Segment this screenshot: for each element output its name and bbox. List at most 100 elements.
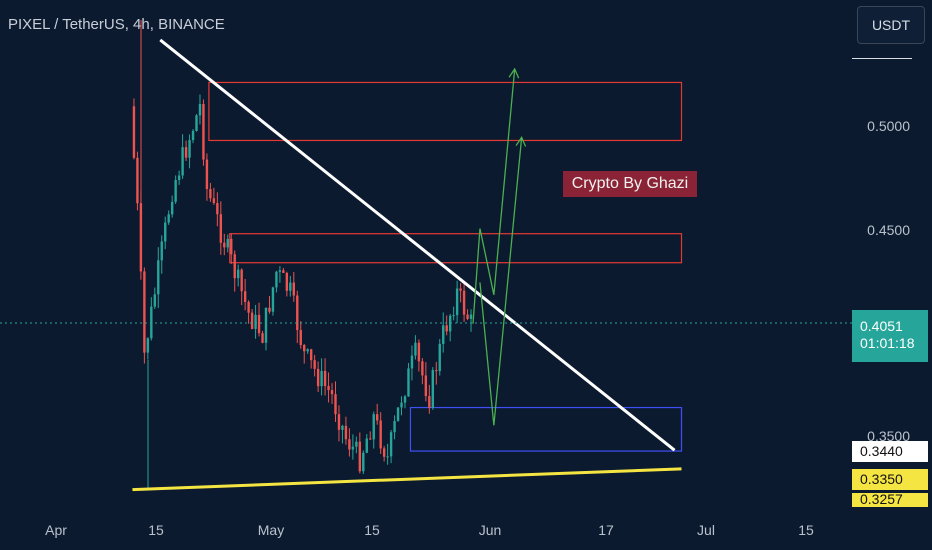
x-tick: 17	[598, 522, 614, 538]
candle-body	[243, 291, 247, 302]
x-tick: Jun	[478, 522, 502, 538]
candle-body	[323, 370, 327, 386]
candle-body	[358, 441, 362, 472]
candle-body	[341, 425, 344, 430]
candle-body	[421, 361, 424, 376]
candle-body	[316, 368, 320, 387]
candle-body	[452, 315, 455, 317]
candle-body	[195, 115, 198, 131]
candle-body	[139, 203, 143, 272]
candle-body	[382, 448, 386, 457]
candle-body	[296, 295, 299, 331]
x-tick: 15	[798, 522, 814, 538]
candle-body	[362, 452, 365, 472]
x-tick: May	[257, 522, 285, 538]
candle-body	[334, 394, 337, 415]
candle-body	[257, 314, 261, 334]
candle-body	[198, 103, 202, 116]
candle-body	[327, 385, 330, 391]
candle-body	[410, 355, 414, 369]
candle-body	[414, 342, 417, 356]
candle-body	[462, 290, 466, 315]
candle-body	[219, 214, 223, 243]
price-label-yellow-2: 0.3257	[852, 493, 928, 507]
candle-body	[205, 159, 209, 190]
price-label-white: 0.3440	[852, 441, 928, 462]
candle-body	[278, 270, 282, 272]
candle-body	[271, 287, 275, 312]
countdown-label: 01:01:18	[860, 335, 915, 351]
candle-body	[386, 456, 389, 458]
projection-arrowhead	[508, 67, 520, 79]
candle-body	[330, 390, 334, 395]
candle-body	[442, 325, 445, 344]
candle-body	[188, 140, 191, 158]
candle-body	[466, 314, 469, 319]
candle-body	[431, 370, 434, 408]
candle-body	[164, 222, 167, 242]
projection-path	[479, 137, 523, 426]
candle-body	[240, 269, 243, 292]
zones	[208, 81, 683, 452]
candle-body	[365, 438, 368, 453]
candle-body	[212, 198, 216, 204]
candle-body	[247, 301, 250, 313]
candle-body	[184, 147, 188, 158]
watermark-label: Crypto By Ghazi	[563, 171, 697, 197]
projection-path	[472, 68, 516, 324]
descending-trendline	[159, 38, 676, 452]
candle-body	[216, 203, 219, 215]
candle-body	[226, 238, 229, 248]
x-tick: Apr	[45, 522, 67, 538]
currency-underline	[852, 58, 912, 59]
candle-body	[250, 312, 254, 329]
candle-body	[157, 260, 160, 295]
y-tick: 0.5000	[867, 118, 910, 134]
x-tick: 15	[148, 522, 164, 538]
candle-body	[313, 360, 316, 369]
currency-button[interactable]: USDT	[857, 6, 925, 44]
candle-body	[292, 282, 295, 296]
candle-body	[309, 349, 313, 361]
candle-body	[400, 402, 403, 408]
y-tick: 0.3500	[867, 428, 910, 444]
resistance-zone	[229, 233, 683, 264]
candles	[132, 20, 473, 488]
candle-body	[174, 180, 177, 202]
candle-body	[282, 270, 285, 273]
x-tick: Jul	[697, 522, 715, 538]
candle-body	[146, 338, 150, 353]
y-tick: 0.4500	[867, 222, 910, 238]
candle-body	[170, 201, 174, 215]
candle-body	[181, 147, 184, 176]
candle-body	[209, 189, 212, 199]
candle-body	[369, 438, 372, 440]
candle-body	[167, 214, 170, 223]
projection-arrowhead	[515, 136, 527, 147]
candle-body	[275, 271, 278, 288]
candle-body	[393, 420, 396, 433]
candle-body	[223, 242, 226, 248]
candle-body	[417, 342, 421, 362]
current-price-box: 0.4051 01:01:18	[852, 310, 928, 362]
support-zone	[409, 406, 683, 452]
candle-body	[230, 238, 233, 255]
candle-body	[191, 130, 195, 141]
candle-body	[379, 420, 382, 449]
candle-body	[306, 349, 309, 352]
candle-body	[403, 396, 407, 403]
candle-body	[303, 345, 306, 352]
candle-body	[160, 241, 163, 261]
candle-body	[348, 439, 351, 450]
chart-title: PIXEL / TetherUS, 4h, BINANCE	[8, 16, 225, 33]
candle-body	[264, 307, 268, 343]
candle-body	[254, 314, 257, 329]
candle-body	[389, 432, 393, 457]
candle-body	[455, 288, 459, 316]
resistance-zone	[208, 81, 683, 142]
candle-body	[344, 425, 348, 440]
candle-body	[143, 271, 146, 353]
candle-body	[424, 375, 428, 397]
candle-body	[407, 368, 410, 397]
